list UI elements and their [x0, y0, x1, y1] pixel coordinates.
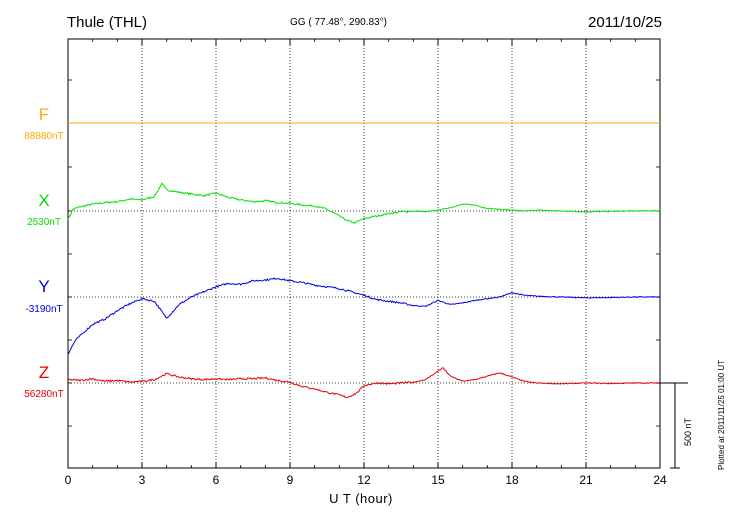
plot-frame [67, 38, 661, 469]
component-label-z: Z [38, 363, 50, 382]
x-axis-label-wrap: U T (hour) [0, 490, 730, 508]
x-tick-label: 24 [653, 473, 667, 487]
series-line-x [67, 182, 661, 224]
plot-date: 2011/10/25 [588, 14, 662, 31]
plotted-timestamp: Plotted at 2011/11/25 01:00 UT [717, 359, 726, 470]
baseline-label-z: 56280nT [24, 389, 64, 400]
x-tick-label: 15 [431, 473, 445, 487]
x-tick-label: 0 [65, 473, 72, 487]
component-label-y: Y [38, 277, 50, 296]
scale-bar-label: 500 nT [683, 417, 693, 446]
x-tick-label: 9 [287, 473, 294, 487]
component-label-x: X [38, 191, 50, 210]
component-label-f: F [38, 105, 50, 124]
x-tick-label: 21 [579, 473, 593, 487]
x-tick-label: 18 [505, 473, 519, 487]
x-tick-label: 6 [213, 473, 220, 487]
series-line-z [67, 366, 661, 399]
x-tick-label: 3 [139, 473, 146, 487]
baseline-label-y: -3190nT [25, 304, 63, 315]
baseline-label-x: 2530nT [27, 217, 61, 228]
x-axis-label: U T (hour) [329, 491, 393, 506]
baseline-label-f: 88880nT [24, 131, 64, 142]
station-title: Thule (THL) [67, 14, 148, 31]
x-tick-label: 12 [357, 473, 371, 487]
series-line-y [67, 277, 661, 355]
station-coordinates: GG ( 77.48°, 290.83°) [290, 17, 387, 28]
